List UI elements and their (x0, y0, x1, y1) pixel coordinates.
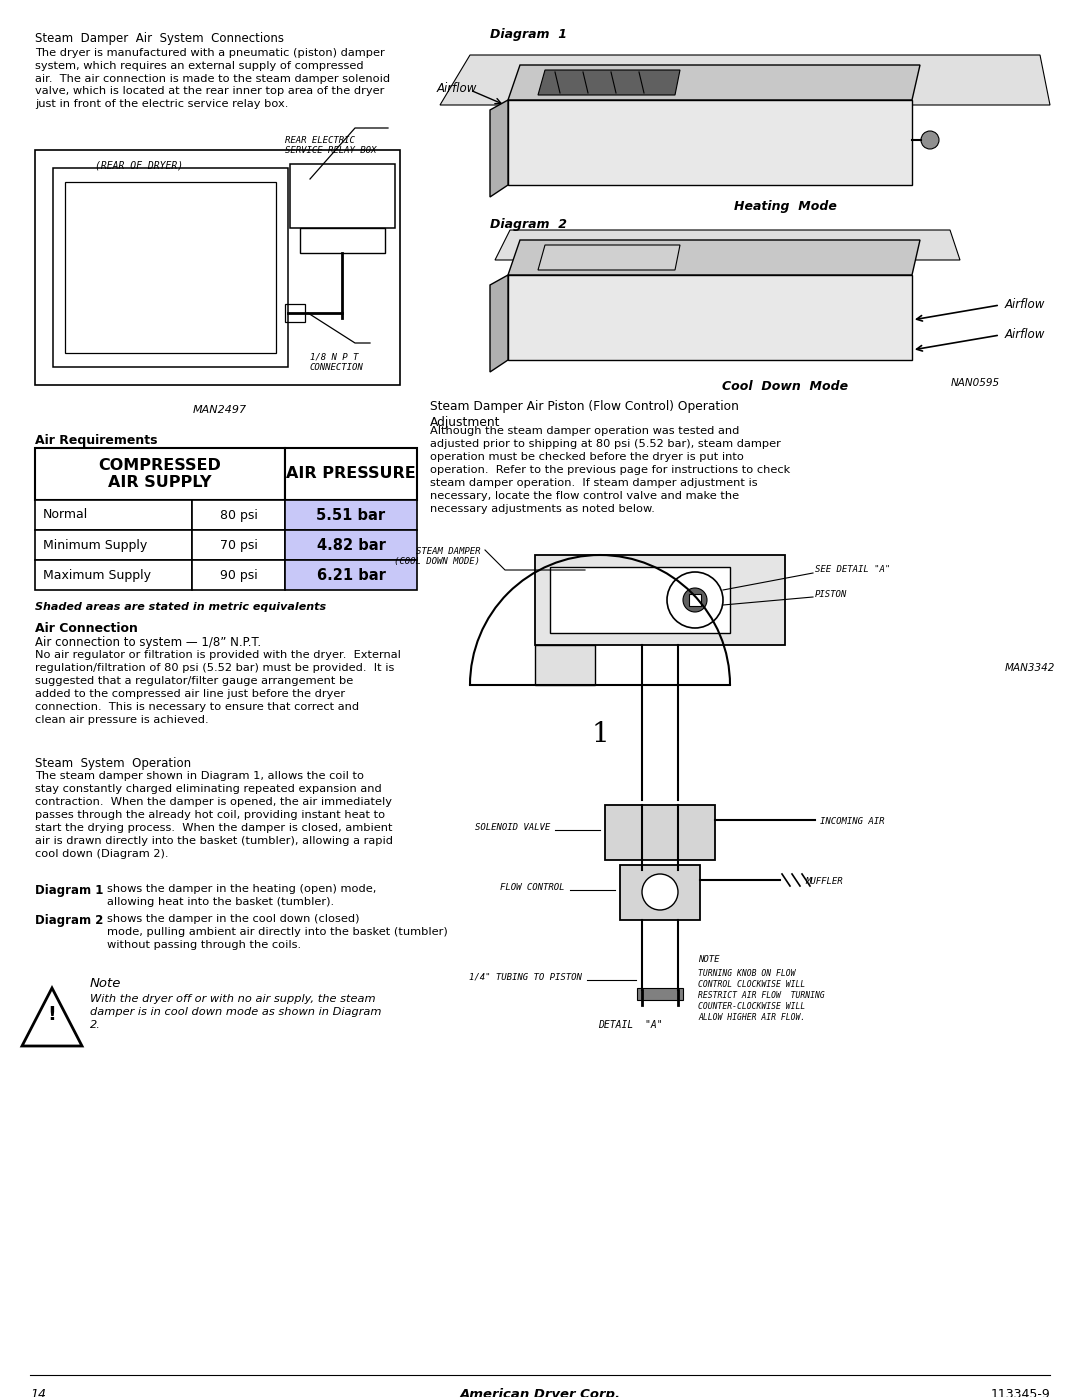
Text: Steam  Damper  Air  System  Connections: Steam Damper Air System Connections (35, 32, 284, 45)
Text: No air regulator or filtration is provided with the dryer.  External
regulation/: No air regulator or filtration is provid… (35, 650, 401, 725)
Text: STEAM DAMPER
(COOL DOWN MODE): STEAM DAMPER (COOL DOWN MODE) (394, 548, 480, 566)
Bar (285, 529, 417, 560)
Bar (291, 163, 395, 228)
Text: 1/4" TUBING TO PISTON: 1/4" TUBING TO PISTON (469, 972, 582, 982)
Text: MUFFLER: MUFFLER (805, 877, 842, 886)
Polygon shape (490, 101, 508, 197)
Bar (689, 594, 701, 606)
Text: shows the damper in the cool down (closed)
mode, pulling ambient air directly in: shows the damper in the cool down (close… (107, 914, 448, 950)
Text: SEE DETAIL "A": SEE DETAIL "A" (815, 564, 890, 574)
Bar (35, 500, 192, 529)
Text: FLOW CONTROL: FLOW CONTROL (500, 883, 565, 893)
Text: MAN3342: MAN3342 (1004, 664, 1055, 673)
Text: The dryer is manufactured with a pneumatic (piston) damper
system, which require: The dryer is manufactured with a pneumat… (35, 47, 390, 109)
Bar (35, 529, 192, 560)
Text: 6.21 bar: 6.21 bar (316, 567, 386, 583)
Bar (535, 645, 595, 685)
Bar (637, 988, 683, 1000)
Bar (192, 560, 285, 590)
Text: Steam Damper Air Piston (Flow Control) Operation
Adjustment: Steam Damper Air Piston (Flow Control) O… (430, 400, 739, 429)
Text: Steam  System  Operation: Steam System Operation (35, 757, 191, 770)
Text: NOTE: NOTE (698, 956, 719, 964)
Polygon shape (538, 244, 680, 270)
Text: With the dryer off or with no air supply, the steam
damper is in cool down mode : With the dryer off or with no air supply… (90, 995, 381, 1030)
Polygon shape (508, 240, 920, 275)
Text: (REAR OF DRYER): (REAR OF DRYER) (95, 161, 184, 170)
Text: !: ! (48, 1004, 56, 1024)
Text: REAR ELECTRIC
SERVICE RELAY BOX: REAR ELECTRIC SERVICE RELAY BOX (285, 136, 376, 155)
Text: 1/8 N P T
CONNECTION: 1/8 N P T CONNECTION (310, 353, 364, 373)
Text: Maximum Supply: Maximum Supply (43, 569, 151, 581)
Text: MAN2497: MAN2497 (193, 405, 247, 415)
Text: 70 psi: 70 psi (219, 538, 257, 552)
Bar (300, 228, 384, 253)
Text: Shaded areas are stated in metric equivalents: Shaded areas are stated in metric equiva… (35, 602, 326, 612)
Bar (535, 555, 785, 645)
Text: 90 psi: 90 psi (219, 569, 257, 581)
Text: COMPRESSED
AIR SUPPLY: COMPRESSED AIR SUPPLY (98, 458, 221, 490)
Bar (192, 500, 285, 529)
Text: Diagram  2: Diagram 2 (490, 218, 567, 231)
Polygon shape (22, 988, 82, 1046)
Bar (620, 865, 700, 921)
Bar (285, 305, 305, 321)
Text: Heating  Mode: Heating Mode (733, 200, 836, 212)
Circle shape (642, 875, 678, 909)
Bar (65, 182, 276, 353)
Text: SOLENOID VALVE: SOLENOID VALVE (475, 823, 550, 833)
Text: TURNING KNOB ON FLOW
CONTROL CLOCKWISE WILL
RESTRICT AIR FLOW  TURNING
COUNTER-C: TURNING KNOB ON FLOW CONTROL CLOCKWISE W… (698, 970, 825, 1023)
Text: Minimum Supply: Minimum Supply (43, 538, 147, 552)
Text: DETAIL  "A": DETAIL "A" (597, 1020, 662, 1030)
Text: 1: 1 (591, 721, 609, 749)
Polygon shape (440, 54, 1050, 105)
Bar (285, 560, 417, 590)
Text: NAN0595: NAN0595 (950, 379, 1000, 388)
Bar (605, 805, 715, 861)
Bar (550, 567, 730, 633)
Text: 113345-9: 113345-9 (990, 1389, 1050, 1397)
Text: Air connection to system — 1/8” N.P.T.: Air connection to system — 1/8” N.P.T. (35, 636, 261, 650)
Polygon shape (508, 66, 920, 101)
Text: 5.51 bar: 5.51 bar (316, 507, 386, 522)
Polygon shape (495, 231, 960, 260)
Text: Normal: Normal (43, 509, 89, 521)
Text: Airflow: Airflow (1005, 328, 1045, 341)
Bar (53, 168, 288, 367)
Text: PISTON: PISTON (815, 590, 847, 599)
Bar (35, 560, 192, 590)
Bar (285, 448, 417, 500)
Text: Note: Note (90, 977, 121, 990)
Bar (35, 448, 285, 500)
Circle shape (667, 571, 723, 629)
Text: shows the damper in the heating (open) mode,
allowing heat into the basket (tumb: shows the damper in the heating (open) m… (107, 884, 376, 907)
Text: Although the steam damper operation was tested and
adjusted prior to shipping at: Although the steam damper operation was … (430, 426, 791, 514)
Text: Air Connection: Air Connection (35, 622, 138, 636)
Polygon shape (538, 70, 680, 95)
Text: The steam damper shown in Diagram 1, allows the coil to
stay constantly charged : The steam damper shown in Diagram 1, all… (35, 771, 393, 859)
Polygon shape (508, 275, 912, 360)
Text: Air Requirements: Air Requirements (35, 434, 158, 447)
Text: 80 psi: 80 psi (219, 509, 257, 521)
Text: Diagram 2: Diagram 2 (35, 914, 104, 928)
Text: 4.82 bar: 4.82 bar (316, 538, 386, 552)
Polygon shape (490, 275, 508, 372)
Bar (285, 500, 417, 529)
Text: Diagram  1: Diagram 1 (490, 28, 567, 41)
Text: INCOMING AIR: INCOMING AIR (820, 817, 885, 826)
Bar (192, 529, 285, 560)
Text: Cool  Down  Mode: Cool Down Mode (721, 380, 848, 393)
Polygon shape (508, 101, 912, 184)
Text: Airflow: Airflow (437, 82, 477, 95)
Text: AIR PRESSURE: AIR PRESSURE (286, 467, 416, 482)
Text: Airflow: Airflow (1005, 298, 1045, 312)
Circle shape (921, 131, 939, 149)
Text: American Dryer Corp.: American Dryer Corp. (459, 1389, 621, 1397)
Text: Diagram 1: Diagram 1 (35, 884, 104, 897)
Bar (35, 149, 400, 386)
Circle shape (683, 588, 707, 612)
Text: 14: 14 (30, 1389, 46, 1397)
